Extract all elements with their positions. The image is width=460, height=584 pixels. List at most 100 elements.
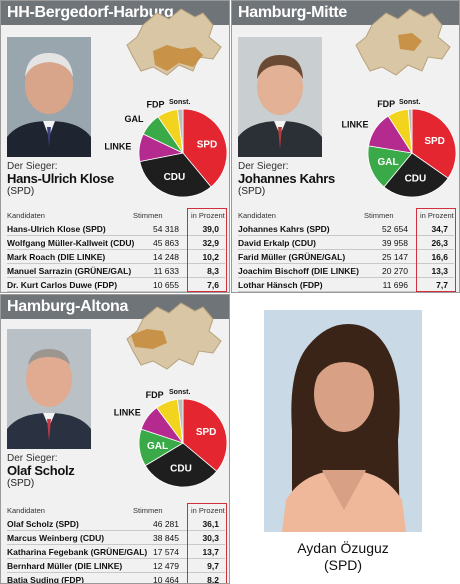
pie-label-fdp: FDP [377,99,395,109]
winner-name: Olaf Scholz [7,463,75,478]
pie-slice-spd [411,108,457,179]
pie-label-cdu: CDU [164,172,186,183]
district-map-icon [126,8,222,76]
vote-count: 14 248 [153,252,179,262]
pie-label-cdu: CDU [405,173,427,184]
vote-percent: 39,0 [202,224,219,234]
results-table: Kandidaten Stimmen in Prozent Johannes K… [238,208,456,292]
pie-label-gal: GAL [147,441,168,452]
vote-percent: 16,6 [431,252,448,262]
col-percent: in Prozent [191,211,225,220]
vote-percent: 30,3 [202,533,219,543]
pie-label-sonst: Sonst. [169,99,190,106]
table-row: Marcus Weinberg (CDU) 38 845 30,3 [7,531,225,545]
district-panel-bergedorf-harburg: HH-Bergedorf-Harburg SPD CDU LINKE GAL FDP So… [0,0,230,293]
pie-slice-sonst [177,398,184,444]
pie-label-sonst: Sonst. [399,99,420,106]
vote-percent: 9,7 [207,561,219,571]
winner-block: Der Sieger: Olaf Scholz (SPD) [7,453,75,490]
candidate-name: Manuel Sarrazin (GRÜNE/GAL) [7,266,132,276]
col-votes: Stimmen [133,211,163,220]
vote-percent: 10,2 [202,252,219,262]
vote-count: 39 958 [382,238,408,248]
pie-slice-cdu [383,152,449,198]
col-votes: Stimmen [133,506,163,515]
table-row: Batja Suding (FDP) 10 464 8,2 [7,573,225,584]
winner-name: Johannes Kahrs [238,171,335,186]
pie-label-spd: SPD [196,427,217,438]
winner-photo [7,37,91,157]
pie-label-gal: GAL [378,157,399,168]
results-table: Kandidaten Stimmen in Prozent Hans-Ulric… [7,208,227,292]
vote-percent: 34,7 [431,224,448,234]
winner-photo [7,329,91,449]
table-row: Katharina Fegebank (GRÜNE/GAL) 17 574 13,7 [7,545,225,559]
table-row: Joachim Bischoff (DIE LINKE) 20 270 13,3 [238,264,454,278]
winner-party: (SPD) [238,186,266,197]
district-map-icon [355,8,451,76]
pie-slice-gal [367,145,413,188]
percent-highlight-box [187,503,227,583]
caption-name: Aydan Özuguz [297,540,389,556]
pie-label-spd: SPD [424,136,445,147]
winner-photo [238,37,322,157]
table-row: David Erkalp (CDU) 39 958 26,3 [238,236,454,250]
candidate-name: Bernhard Müller (DIE LINKE) [7,561,123,571]
vote-percent: 32,9 [202,238,219,248]
vote-count: 11 633 [153,266,179,276]
vote-count: 54 318 [153,224,179,234]
col-votes: Stimmen [364,211,394,220]
col-percent: in Prozent [420,211,454,220]
vote-percent: 7,7 [436,280,448,290]
district-panel-hamburg-altona: Hamburg-Altona SPD CDU GAL LINKE FDP Sonst. D… [0,294,230,584]
vote-count: 10 464 [153,575,179,584]
table-header: Kandidaten Stimmen in Prozent [7,503,225,517]
vote-count: 45 863 [153,238,179,248]
pie-label-gal: GAL [125,114,145,124]
vote-count: 46 281 [153,519,179,529]
vote-percent: 26,3 [431,238,448,248]
district-map-icon [126,302,222,370]
vote-count: 52 654 [382,224,408,234]
vote-percent: 8,2 [207,575,219,584]
vote-count: 10 655 [153,280,179,290]
table-row: Mark Roach (DIE LINKE) 14 248 10,2 [7,250,225,264]
winner-label: Der Sieger: [238,161,289,172]
candidate-name: Katharina Fegebank (GRÜNE/GAL) [7,547,148,557]
table-row: Johannes Kahrs (SPD) 52 654 34,7 [238,222,454,236]
candidate-name: Marcus Weinberg (CDU) [7,533,105,543]
table-row: Wolfgang Müller-Kallweit (CDU) 45 863 32,9 [7,236,225,250]
table-row: Lothar Hänsch (FDP) 11 696 7,7 [238,278,454,292]
vote-count: 11 696 [382,280,408,290]
candidate-name: Olaf Scholz (SPD) [7,519,79,529]
results-table: Kandidaten Stimmen in Prozent Olaf Schol… [7,503,227,584]
table-row: Olaf Scholz (SPD) 46 281 36,1 [7,517,225,531]
pie-slice-sonst [177,108,184,154]
pie-label-spd: SPD [197,139,218,150]
candidate-name: Wolfgang Müller-Kallweit (CDU) [7,238,135,248]
winner-block: Der Sieger: Johannes Kahrs (SPD) [238,161,335,198]
pie-label-fdp: FDP [147,99,165,109]
pie-label-linke: LINKE [105,142,131,152]
winner-party: (SPD) [7,186,35,197]
vote-percent: 13,3 [431,266,448,276]
col-percent: in Prozent [191,506,225,515]
table-row: Hans-Ulrich Klose (SPD) 54 318 39,0 [7,222,225,236]
candidate-name: Dr. Kurt Carlos Duwe (FDP) [7,280,118,290]
col-candidates: Kandidaten [238,211,276,220]
vote-count: 20 270 [382,266,408,276]
table-row: Bernhard Müller (DIE LINKE) 12 479 9,7 [7,559,225,573]
table-row: Farid Müller (GRÜNE/GAL) 25 147 16,6 [238,250,454,264]
candidate-name: Batja Suding (FDP) [7,575,84,584]
candidate-photo [264,310,422,532]
table-row: Manuel Sarrazin (GRÜNE/GAL) 11 633 8,3 [7,264,225,278]
pie-slice-cdu [139,152,212,198]
vote-percent: 8,3 [207,266,219,276]
photo-caption: Aydan Özuguz (SPD) [258,540,428,574]
pie-slice-spd [182,108,228,188]
table-row: Dr. Kurt Carlos Duwe (FDP) 10 655 7,6 [7,278,225,292]
winner-party: (SPD) [7,478,35,489]
candidate-name: David Erkalp (CDU) [238,238,316,248]
percent-highlight-box [187,208,227,292]
